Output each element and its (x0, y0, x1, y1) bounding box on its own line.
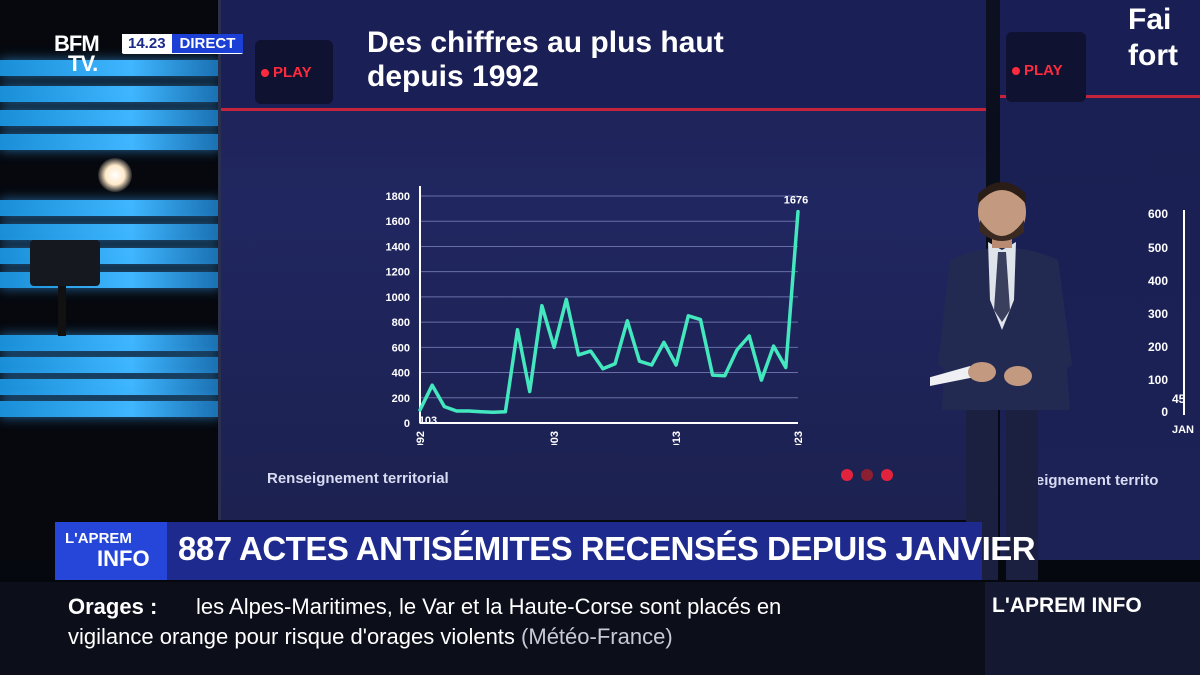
right-title: Fai fort (1128, 2, 1200, 74)
right-y-axis (1183, 210, 1185, 415)
right-title-line2: fort (1128, 39, 1178, 72)
y-tick-label: 0 (404, 418, 410, 430)
led-stripe (0, 86, 220, 102)
y-tick-label: 1800 (386, 191, 410, 203)
x-tick-label: 1992 (415, 431, 427, 445)
ticker-label: Orages : (68, 594, 157, 620)
page-dot (841, 469, 853, 481)
screen-header: PLAY Des chiffres au plus haut depuis 19… (221, 0, 986, 111)
right-partial-x-label: JAN (1172, 424, 1195, 436)
right-source: enseignement territo (1010, 472, 1159, 489)
page-dot (861, 469, 873, 481)
ticker-line2-text: vigilance orange pour risque d'orages vi… (68, 624, 515, 649)
bfm-logo-line2: TV. (68, 51, 98, 76)
screen-title: Des chiffres au plus haut depuis 1992 (367, 26, 827, 94)
right-title-line1: Fai (1128, 3, 1172, 36)
bfm-logo: BFM TV. (54, 31, 100, 76)
data-label: 1676 (784, 195, 808, 207)
led-stripe (0, 110, 220, 126)
led-stripe (0, 357, 220, 373)
bfm-logo-line1: BFM (54, 31, 100, 56)
corner-show-name: L'APREM INFO (992, 594, 1142, 617)
right-tick-label: 400 (1147, 274, 1168, 288)
y-tick-label: 400 (392, 368, 410, 380)
news-ticker (0, 582, 985, 675)
right-header: PLAY Fai fort (1000, 0, 1200, 102)
studio-camera (30, 240, 100, 286)
y-tick-label: 1200 (386, 267, 410, 279)
led-stripe (0, 134, 220, 150)
ticker-line2: vigilance orange pour risque d'orages vi… (68, 624, 673, 650)
series-line (418, 209, 800, 415)
line-chart: 0 200 400 600 800 1000 1200 1400 1600 1800 1992 200… (386, 186, 808, 445)
clock: 14.23 (122, 34, 172, 53)
led-stripe (0, 379, 220, 395)
show-logo: L'APREM INFO (55, 522, 167, 580)
right-partial-value: 45 (1172, 392, 1186, 406)
y-tick-label: 1600 (386, 216, 410, 228)
led-stripe (0, 401, 220, 417)
studio-spotlight (98, 158, 132, 192)
right-tick-label: 200 (1147, 340, 1168, 354)
led-stripe (0, 200, 220, 216)
play-label: PLAY (273, 64, 312, 81)
right-play-label: PLAY (1024, 62, 1063, 79)
y-tick-label: 800 (392, 317, 410, 329)
y-tick-label: 1000 (386, 292, 410, 304)
ticker-separator: : (149, 594, 158, 619)
corner-box (985, 582, 1200, 675)
ticker-label-text: Orages (68, 594, 144, 619)
x-tick-label: 2003 (549, 431, 561, 445)
y-tick-label: 200 (392, 393, 410, 405)
data-label: 103 (419, 415, 437, 427)
ticker-source: (Météo-France) (521, 624, 673, 649)
live-badge: DIRECT (171, 34, 244, 53)
right-tick-label: 100 (1147, 373, 1168, 387)
led-wall (0, 0, 222, 560)
x-tick-label: 2023 (793, 431, 805, 445)
right-tick-label: 600 (1147, 207, 1168, 221)
chart-source: Renseignement territorial (267, 470, 449, 487)
led-stripe (0, 60, 220, 76)
x-tick-label: 2013 (671, 431, 683, 445)
led-stripe (0, 335, 220, 351)
led-stripe (0, 224, 220, 240)
screen-title-line1: Des chiffres au plus haut (367, 26, 724, 59)
headline-bar (55, 522, 982, 580)
show-logo-line2: INFO (97, 546, 150, 571)
play-badge: PLAY (255, 40, 333, 104)
page-dot (881, 469, 893, 481)
video-wall-screen: PLAY Des chiffres au plus haut depuis 19… (218, 0, 986, 520)
screen-title-line2: depuis 1992 (367, 60, 539, 93)
clock-live-box: 14.23 DIRECT (122, 34, 244, 54)
show-logo-line1: L'APREM (65, 530, 132, 547)
page-indicator (841, 468, 901, 486)
right-play-badge: PLAY (1006, 32, 1086, 102)
play-dot-icon (261, 69, 269, 77)
ticker-line1: les Alpes-Maritimes, le Var et la Haute-… (196, 594, 782, 619)
right-tick-label: 0 (1161, 405, 1168, 419)
headline: 887 ACTES ANTISÉMITES RECENSÉS DEPUIS JA… (178, 530, 1036, 567)
camera-pole (58, 286, 66, 336)
play-dot-icon (1012, 67, 1020, 75)
right-tick-label: 300 (1147, 307, 1168, 321)
right-tick-label: 500 (1147, 241, 1168, 255)
y-tick-label: 600 (392, 342, 410, 354)
y-tick-label: 1400 (386, 241, 410, 253)
presenter (930, 182, 1072, 580)
